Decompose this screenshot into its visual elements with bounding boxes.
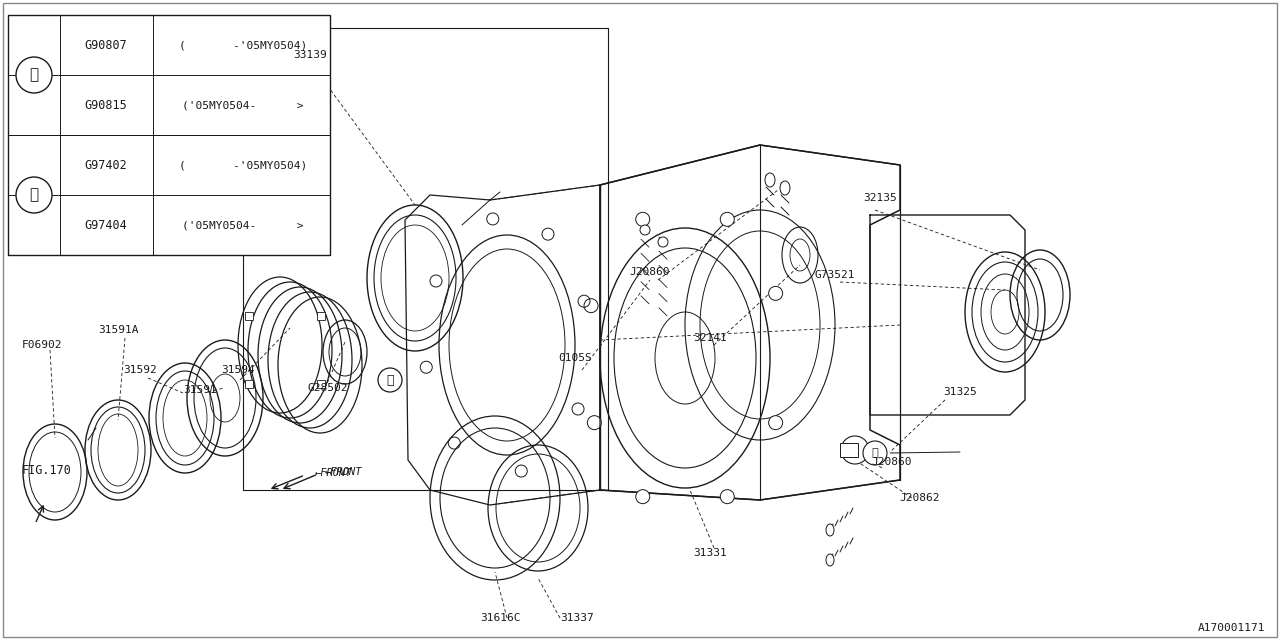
- Text: 31594: 31594: [221, 365, 255, 375]
- Ellipse shape: [826, 524, 835, 536]
- Text: 31591A: 31591A: [97, 325, 138, 335]
- Text: ←FRONT: ←FRONT: [325, 467, 362, 477]
- Text: G90807: G90807: [84, 38, 128, 51]
- Text: 32135: 32135: [863, 193, 897, 203]
- Ellipse shape: [765, 173, 774, 187]
- Bar: [244, 380, 252, 388]
- Text: 0105S: 0105S: [558, 353, 591, 363]
- Bar: [8, 15, 330, 255]
- Text: (       -'05MY0504): ( -'05MY0504): [179, 40, 307, 50]
- Text: 33139: 33139: [293, 50, 326, 60]
- Bar: [840, 443, 858, 457]
- Circle shape: [584, 299, 598, 313]
- Text: (       -'05MY0504): ( -'05MY0504): [179, 160, 307, 170]
- Circle shape: [721, 490, 735, 504]
- Bar: [317, 312, 325, 320]
- Text: ('05MY0504-      >: ('05MY0504- >: [182, 100, 303, 110]
- Circle shape: [768, 415, 782, 429]
- Text: J20862: J20862: [900, 493, 941, 503]
- Ellipse shape: [826, 554, 835, 566]
- Text: 31331: 31331: [694, 548, 727, 558]
- Circle shape: [588, 415, 602, 429]
- Text: ①: ①: [29, 67, 38, 83]
- Text: J20860: J20860: [872, 457, 913, 467]
- Text: G28502: G28502: [307, 383, 348, 393]
- Circle shape: [15, 177, 52, 213]
- Text: A170001171: A170001171: [1198, 623, 1265, 633]
- Ellipse shape: [780, 181, 790, 195]
- Ellipse shape: [658, 237, 668, 247]
- Text: G97404: G97404: [84, 218, 128, 232]
- Text: F06902: F06902: [22, 340, 63, 350]
- Text: G90815: G90815: [84, 99, 128, 111]
- Circle shape: [15, 57, 52, 93]
- Text: ①: ①: [872, 448, 878, 458]
- Text: 31616C: 31616C: [480, 613, 520, 623]
- Ellipse shape: [640, 225, 650, 235]
- Text: 31325: 31325: [943, 387, 977, 397]
- Text: G73521: G73521: [815, 270, 855, 280]
- Text: FIG.170: FIG.170: [22, 463, 72, 477]
- Circle shape: [378, 368, 402, 392]
- Circle shape: [721, 212, 735, 227]
- Circle shape: [863, 441, 887, 465]
- Bar: [244, 312, 252, 320]
- Text: G97402: G97402: [84, 159, 128, 172]
- Circle shape: [841, 436, 869, 464]
- Text: J20860: J20860: [630, 267, 671, 277]
- Text: 31592: 31592: [123, 365, 157, 375]
- Text: ←FRONT: ←FRONT: [315, 468, 352, 478]
- Text: ('05MY0504-      >: ('05MY0504- >: [182, 220, 303, 230]
- Circle shape: [636, 490, 650, 504]
- Bar: [317, 380, 325, 388]
- Circle shape: [768, 286, 782, 300]
- Text: 31591: 31591: [183, 385, 216, 395]
- Circle shape: [636, 212, 650, 227]
- Text: 31337: 31337: [561, 613, 594, 623]
- Text: ②: ②: [29, 188, 38, 202]
- Text: ②: ②: [387, 374, 394, 387]
- Text: 32141: 32141: [694, 333, 727, 343]
